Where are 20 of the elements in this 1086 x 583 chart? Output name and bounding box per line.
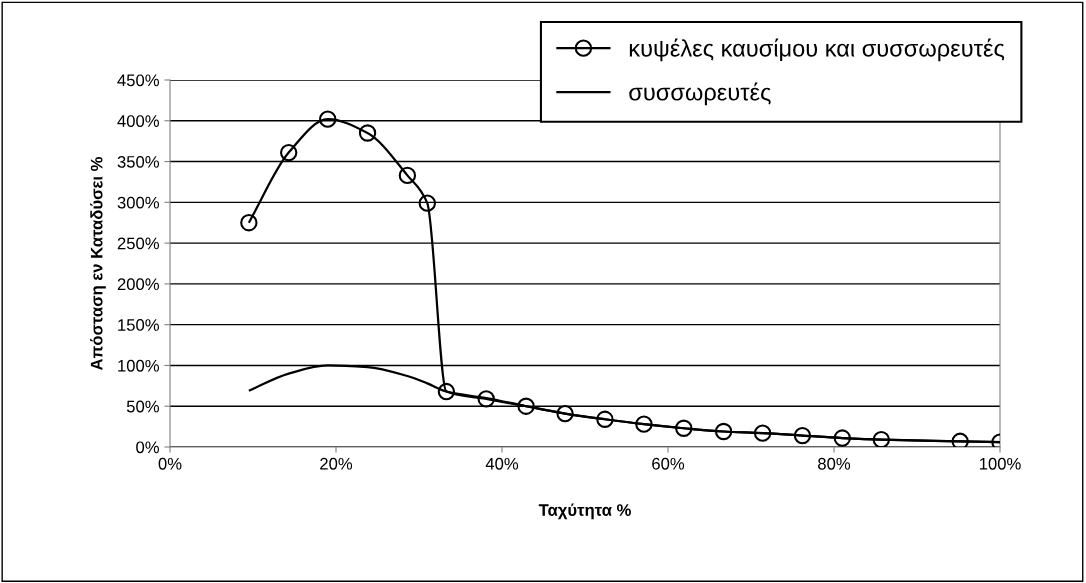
- y-axis-title: Απόσταση εν Καταδύσει %: [90, 156, 106, 371]
- x-tick-label: 40%: [485, 457, 519, 470]
- legend-label: κυψέλες καυσίμου και συσσωρευτές: [629, 38, 1005, 62]
- x-tick-label: 80%: [818, 457, 851, 470]
- y-tick-label: 100%: [118, 359, 159, 372]
- y-tick-label: 150%: [118, 319, 159, 331]
- y-tick-label: 0%: [136, 441, 159, 454]
- y-tick-label: 250%: [117, 237, 159, 250]
- y-tick-label: 300%: [117, 196, 159, 209]
- x-tick-label: 0%: [158, 457, 182, 470]
- x-tick-label: 100%: [979, 457, 1021, 470]
- legend-label: συσσωρευτές: [629, 82, 771, 106]
- x-axis-title: Ταχύτητα %: [538, 503, 631, 520]
- y-tick-label: 350%: [117, 155, 159, 168]
- y-tick-label: 450%: [117, 74, 159, 87]
- y-tick-label: 200%: [117, 278, 159, 291]
- y-tick-label: 50%: [126, 400, 159, 413]
- x-tick-label: 60%: [652, 457, 685, 470]
- y-tick-label: 400%: [117, 115, 159, 127]
- x-tick-label: 20%: [320, 457, 353, 470]
